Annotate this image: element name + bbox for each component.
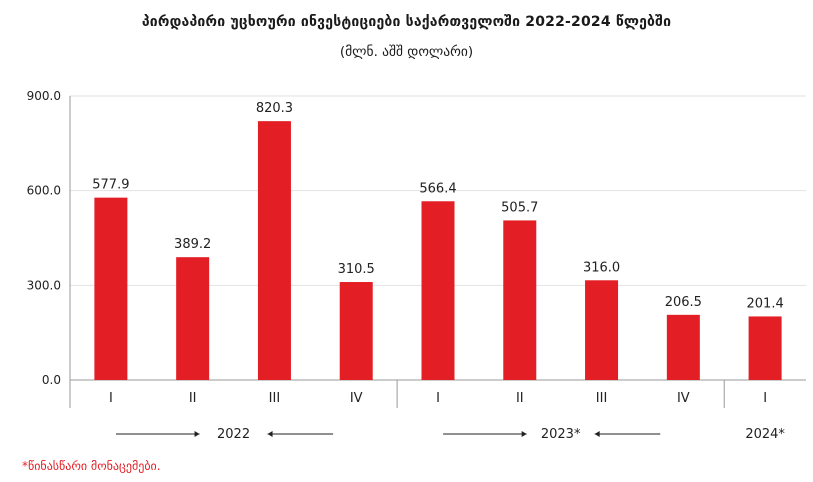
arrow-left-icon (267, 431, 273, 437)
bar (748, 316, 782, 380)
x-category-label: II (189, 391, 197, 406)
bar (339, 282, 373, 380)
data-label: 566.4 (419, 181, 456, 196)
arrow-left-icon (594, 431, 600, 437)
year-label: 2022 (217, 427, 250, 442)
y-tick-label: 300.0 (27, 278, 61, 292)
y-tick-label: 0.0 (42, 373, 61, 387)
data-label: 316.0 (583, 260, 620, 275)
data-label: 820.3 (256, 101, 293, 116)
bar (421, 201, 455, 380)
footnote: *წინასწარი მონაცემები. (22, 459, 161, 473)
bar (666, 314, 700, 380)
arrow-right-icon (194, 431, 200, 437)
x-category-label: I (109, 391, 113, 406)
x-category-label: III (596, 391, 608, 406)
data-label: 310.5 (338, 262, 375, 277)
bar (94, 197, 128, 380)
chart-subtitle: (მლნ. აშშ დოლარი) (339, 44, 474, 60)
data-label: 389.2 (174, 237, 211, 252)
bar (257, 121, 291, 380)
bar (503, 220, 537, 380)
data-label: 505.7 (501, 200, 538, 215)
year-label: 2024* (745, 427, 785, 442)
chart-title: პირდაპირი უცხოური ინვესტიციები საქართველ… (141, 14, 672, 30)
data-label: 206.5 (665, 295, 702, 310)
bar (176, 257, 210, 380)
data-label: 577.9 (92, 178, 129, 193)
x-category-label: III (269, 391, 281, 406)
x-category-label: I (763, 391, 767, 406)
x-category-label: I (436, 391, 440, 406)
year-label: 2023* (541, 427, 581, 442)
bar (585, 280, 619, 380)
arrow-right-icon (521, 431, 527, 437)
y-tick-label: 900.0 (27, 89, 61, 103)
x-category-label: II (516, 391, 524, 406)
data-label: 201.4 (747, 296, 784, 311)
x-category-label: IV (350, 391, 363, 406)
y-tick-label: 600.0 (27, 184, 61, 198)
x-category-label: IV (677, 391, 690, 406)
